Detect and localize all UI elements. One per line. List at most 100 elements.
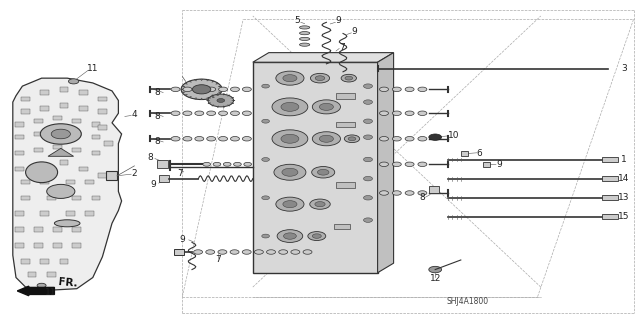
Circle shape [380, 87, 388, 92]
Bar [72, 196, 81, 200]
Circle shape [364, 100, 372, 104]
Polygon shape [184, 94, 188, 96]
Polygon shape [216, 94, 219, 96]
Circle shape [405, 137, 414, 141]
Circle shape [262, 234, 269, 238]
Polygon shape [208, 103, 211, 104]
Text: 9: 9 [151, 180, 156, 189]
Text: 9: 9 [180, 235, 185, 244]
Polygon shape [207, 79, 209, 81]
Bar [72, 243, 81, 248]
Polygon shape [195, 98, 196, 99]
Bar [53, 145, 62, 149]
Bar [92, 196, 100, 200]
Circle shape [341, 74, 356, 82]
Bar [34, 119, 43, 123]
Circle shape [207, 111, 216, 115]
Bar [40, 106, 49, 111]
Bar [602, 195, 618, 200]
Bar [253, 62, 378, 273]
Bar [98, 125, 107, 130]
Bar [92, 151, 100, 155]
Circle shape [193, 85, 211, 94]
Bar [47, 272, 56, 277]
Circle shape [276, 71, 304, 85]
Circle shape [195, 111, 204, 115]
Bar [15, 135, 24, 139]
Circle shape [380, 137, 388, 141]
Bar [40, 90, 49, 95]
Circle shape [195, 137, 204, 141]
Circle shape [284, 233, 296, 239]
Circle shape [171, 137, 180, 141]
Bar [21, 196, 30, 200]
Bar [15, 151, 24, 155]
Text: 7: 7 [340, 43, 345, 52]
Ellipse shape [300, 32, 310, 35]
Polygon shape [212, 95, 214, 96]
Text: 10: 10 [448, 131, 460, 140]
Polygon shape [223, 106, 225, 108]
Polygon shape [189, 81, 191, 82]
Bar [28, 272, 36, 277]
Polygon shape [219, 89, 222, 90]
Circle shape [171, 111, 180, 115]
Polygon shape [13, 78, 122, 290]
Bar [34, 132, 43, 136]
Polygon shape [228, 95, 230, 96]
Circle shape [418, 111, 427, 115]
Circle shape [234, 162, 241, 166]
Bar [85, 211, 94, 216]
Circle shape [243, 87, 252, 92]
Circle shape [312, 234, 321, 238]
Text: FR.: FR. [58, 277, 78, 288]
Bar [335, 224, 351, 229]
Circle shape [272, 98, 308, 116]
Circle shape [230, 111, 239, 115]
Circle shape [277, 230, 303, 242]
Text: 13: 13 [618, 193, 630, 202]
Bar [98, 109, 107, 114]
Circle shape [219, 87, 228, 92]
Bar [34, 243, 43, 248]
Bar [98, 173, 107, 178]
Circle shape [183, 87, 192, 92]
Polygon shape [218, 92, 221, 93]
Circle shape [364, 218, 372, 222]
Circle shape [272, 130, 308, 148]
Polygon shape [182, 86, 185, 87]
Ellipse shape [54, 220, 80, 227]
Polygon shape [189, 96, 191, 98]
Circle shape [213, 162, 221, 166]
Circle shape [345, 76, 353, 80]
Circle shape [208, 94, 234, 107]
Polygon shape [230, 97, 234, 98]
Bar [53, 129, 62, 133]
Circle shape [281, 102, 299, 111]
Circle shape [244, 162, 252, 166]
Circle shape [392, 87, 401, 92]
Circle shape [348, 137, 356, 141]
Circle shape [418, 162, 427, 167]
Bar [336, 182, 355, 188]
Circle shape [315, 202, 325, 207]
Circle shape [218, 250, 227, 254]
Bar [602, 214, 618, 219]
Polygon shape [212, 105, 214, 106]
Polygon shape [218, 86, 221, 87]
Text: 1: 1 [621, 155, 627, 164]
Bar [15, 243, 24, 248]
Circle shape [364, 84, 372, 88]
Polygon shape [200, 98, 203, 100]
Circle shape [193, 250, 202, 254]
Text: 3: 3 [621, 64, 627, 73]
Bar [21, 97, 30, 101]
Circle shape [207, 137, 216, 141]
Circle shape [303, 250, 312, 254]
Circle shape [262, 84, 269, 88]
Polygon shape [216, 83, 219, 84]
Circle shape [364, 119, 372, 123]
Text: 7: 7 [178, 169, 183, 178]
Circle shape [392, 137, 401, 141]
Polygon shape [228, 105, 230, 106]
